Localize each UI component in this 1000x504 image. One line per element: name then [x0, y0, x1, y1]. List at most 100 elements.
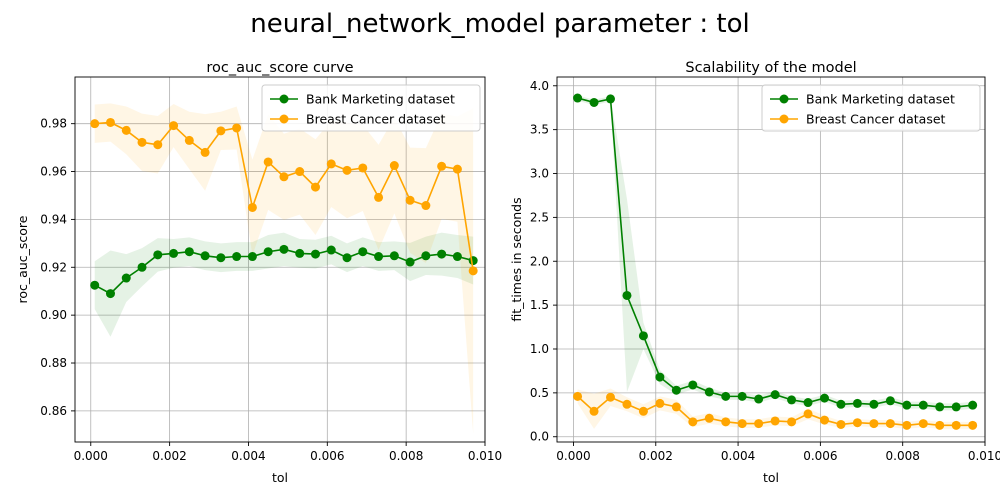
roc-auc-x-tick-label: 0.000	[74, 449, 108, 463]
roc-auc-series-1-point	[137, 137, 147, 147]
roc-auc-title: roc_auc_score curve	[206, 60, 353, 76]
scalability-y-tick-label: 3.5	[530, 123, 549, 137]
scalability-y-tick-label: 1.5	[530, 298, 549, 312]
roc-auc-series-0-point	[452, 252, 462, 262]
scalability-series-1-point	[869, 419, 879, 429]
roc-auc-series-1-point	[247, 202, 257, 212]
roc-auc-series-1-point	[216, 126, 226, 136]
figure-suptitle: neural_network_model parameter : tol	[250, 9, 749, 39]
scalability-ylabel: fit_times in seconds	[509, 197, 524, 321]
roc-auc-series-1-point	[121, 125, 131, 135]
roc-auc-series-0-point	[374, 252, 384, 262]
roc-auc-series-0-point	[263, 247, 273, 257]
scalability-series-0-point	[721, 391, 731, 401]
roc-auc-series-0-point	[121, 273, 131, 283]
roc-auc-x-tick-label: 0.006	[310, 449, 344, 463]
scalability-plot-area	[573, 93, 978, 430]
scalability-x-tick-label: 0.004	[721, 449, 755, 463]
scalability-series-1-point	[655, 398, 665, 408]
roc-auc-y-tick-label: 0.96	[40, 165, 67, 179]
scalability-series-1-point	[770, 416, 780, 426]
roc-auc-series-1-point	[263, 157, 273, 167]
scalability-legend-marker-1	[779, 114, 789, 124]
roc-auc-ylabel: roc_auc_score	[15, 215, 30, 303]
roc-auc-x-tick-label: 0.004	[231, 449, 265, 463]
roc-auc-y-tick-label: 0.90	[40, 308, 67, 322]
roc-auc-legend-label-1: Breast Cancer dataset	[306, 112, 446, 127]
roc-auc-legend-label-0: Bank Marketing dataset	[306, 92, 455, 107]
scalability-series-1-point	[787, 417, 797, 427]
scalability-series-0-point	[951, 402, 961, 412]
scalability-series-1-point	[918, 419, 928, 429]
roc-auc-legend: Bank Marketing dataset Breast Cancer data…	[261, 84, 481, 132]
roc-auc-xlabel: tol	[272, 470, 288, 485]
roc-auc-series-1-point	[342, 165, 352, 175]
scalability-x-tick-label: 0.010	[968, 449, 1000, 463]
roc-auc-series-0-point	[90, 280, 100, 290]
roc-auc-y-tick-label: 0.94	[40, 212, 67, 226]
scalability-legend-label-0: Bank Marketing dataset	[806, 92, 955, 107]
roc-auc-series-0-point	[137, 262, 147, 272]
scalability-series-1-point	[606, 392, 615, 402]
scalability-series-1-point	[688, 417, 698, 427]
scalability-xlabel: tol	[763, 470, 779, 485]
scalability-y-tick-label: 3.0	[530, 167, 549, 181]
scalability-series-0-point	[918, 400, 928, 410]
scalability-series-0-point	[754, 394, 764, 404]
scalability-legend-box	[761, 84, 981, 132]
roc-auc-series-1-point	[405, 195, 415, 205]
scalability-x-tick-label: 0.002	[639, 449, 673, 463]
roc-auc-series-0-point	[232, 252, 242, 262]
scalability-series-1-point	[622, 399, 632, 409]
scalability-series-1-point	[852, 418, 862, 428]
scalability-series-0-point	[770, 390, 780, 400]
scalability-series-0-point	[885, 396, 895, 406]
scalability-series-1-point	[754, 419, 764, 429]
scalability-series-0-point	[589, 97, 599, 107]
roc-auc-series-0-point	[247, 252, 257, 262]
scalability-series-0-point	[803, 398, 813, 408]
roc-auc-series-0-point	[105, 289, 115, 299]
scalability-series-1-point	[951, 420, 961, 430]
scalability-series-0-point	[820, 393, 829, 403]
roc-auc-series-0-point	[342, 253, 352, 263]
roc-auc-series-1-point	[90, 119, 100, 129]
roc-auc-series-0-point	[326, 245, 336, 255]
scalability-series-0-point	[902, 400, 912, 410]
roc-auc-series-0-point	[405, 257, 415, 267]
scalability-series-0-point	[704, 387, 714, 397]
scalability-series-0-point	[968, 400, 978, 410]
scalability-series-1-point	[589, 406, 599, 416]
roc-auc-legend-marker-0	[279, 94, 289, 104]
roc-auc-series-0-point	[389, 251, 399, 261]
roc-auc-series-0-point	[421, 251, 431, 261]
roc-auc-series-1-point	[153, 140, 163, 150]
scalability-series-1-point	[671, 402, 681, 412]
scalability-series-0-point	[606, 94, 615, 104]
roc-auc-series-1-point	[468, 266, 478, 276]
roc-auc-series-0-point	[295, 248, 305, 258]
roc-auc-series-1-point	[310, 182, 320, 192]
roc-auc-series-1-point	[421, 201, 431, 211]
roc-auc-y-tick-label: 0.86	[40, 404, 67, 418]
roc-auc-series-0-point	[358, 247, 368, 257]
scalability-legend-marker-0	[779, 94, 789, 104]
scalability-axes-frame	[556, 76, 986, 443]
scalability-series-0-point	[869, 399, 879, 409]
roc-auc-series-1-std-band	[94, 103, 474, 434]
scalability-series-1-point	[836, 419, 846, 429]
scalability-series-1-point	[573, 391, 583, 401]
scalability-y-tick-label: 2.0	[530, 254, 549, 268]
scalability-series-0-point	[852, 398, 862, 408]
scalability-series-1-point	[968, 420, 978, 430]
scalability-series-0-point	[671, 385, 681, 395]
scalability-y-tick-label: 0.5	[530, 386, 549, 400]
roc-auc-series-1-point	[105, 117, 115, 127]
scalability-series-0-point	[737, 391, 747, 401]
scalability-series-1-point	[803, 409, 813, 419]
roc-auc-series-0-point	[279, 244, 289, 254]
roc-auc-panel: 0.000 0.002 0.004 0.006 0.008 0.010 0.86 0.88 0.…	[15, 60, 502, 485]
roc-auc-series-0-point	[468, 256, 478, 266]
scalability-series-0-point	[688, 380, 698, 390]
